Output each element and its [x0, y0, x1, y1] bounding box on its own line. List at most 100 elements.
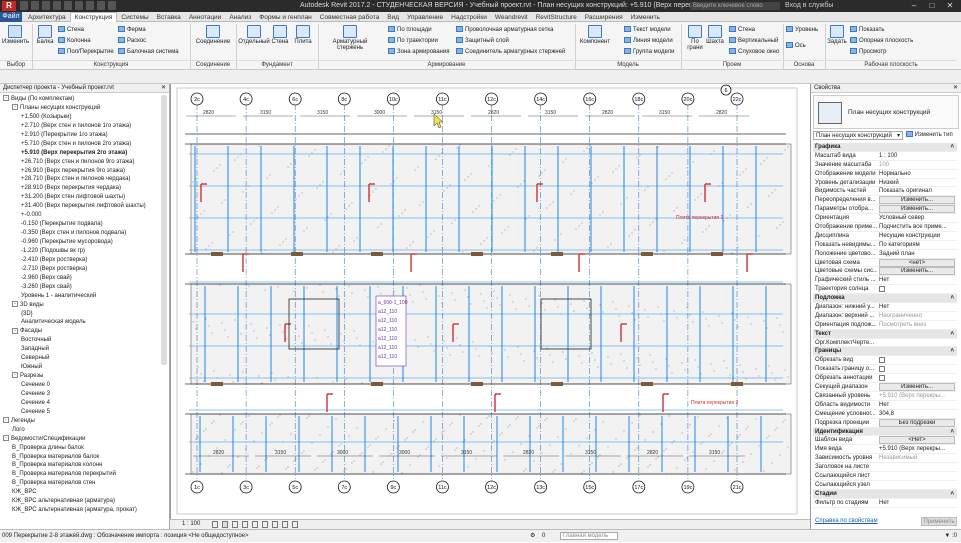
- browser-node[interactable]: - Разрезы: [0, 372, 160, 381]
- model-line-button[interactable]: Линия модели: [624, 37, 673, 46]
- property-value[interactable]: Нет: [879, 499, 890, 506]
- browser-node[interactable]: КЖ_ВРС альтернативная (арматура, прокат): [0, 506, 160, 515]
- show-crop-icon[interactable]: [262, 521, 268, 528]
- browser-node[interactable]: -0.960 (Перекрытие мусоровода): [0, 238, 160, 247]
- drawing-area[interactable]: а_600-1_100 а12_110 а12_110 а12_110 а12_110 а…: [170, 84, 810, 519]
- beam-system-button[interactable]: Балочная система: [118, 48, 179, 57]
- property-edit-button[interactable]: Без подрезки: [879, 418, 955, 427]
- tab-item[interactable]: Конструкция: [69, 12, 118, 22]
- property-value[interactable]: Нет: [879, 304, 890, 311]
- area-reinforcement-button[interactable]: По площади: [388, 26, 432, 35]
- panel-select-label[interactable]: Выбор: [0, 60, 32, 69]
- modify-button[interactable]: Изменить: [2, 25, 29, 45]
- property-value[interactable]: 304,8: [879, 410, 895, 417]
- browser-node[interactable]: - Виды (По комплектам): [0, 95, 160, 104]
- analytical-model-icon[interactable]: [292, 521, 298, 528]
- redo-icon[interactable]: [53, 1, 61, 10]
- property-value[interactable]: Подчистить все приме...: [879, 224, 947, 231]
- worksets-icon[interactable]: ⚙: [530, 533, 536, 539]
- browser-node[interactable]: -2.410 (Верх ростверка): [0, 256, 160, 265]
- collapse-toggle-icon[interactable]: -: [12, 300, 18, 307]
- sign-in-link[interactable]: Вход в службы: [785, 2, 834, 9]
- tab-item[interactable]: Управление: [407, 14, 444, 21]
- collapse-toggle-icon[interactable]: -: [12, 104, 18, 111]
- chevron-up-icon[interactable]: ˄: [950, 490, 954, 497]
- browser-node[interactable]: B_Проверка длины балок: [0, 444, 160, 453]
- property-edit-button[interactable]: <нет>: [879, 258, 955, 267]
- property-value[interactable]: [879, 365, 955, 374]
- path-reinforcement-button[interactable]: По траектории: [388, 37, 438, 46]
- browser-node[interactable]: -1.220 (Подошвы вк гр): [0, 247, 160, 256]
- apply-button[interactable]: Применить: [921, 517, 957, 526]
- panel-connection-label[interactable]: Соединение: [191, 60, 235, 69]
- filter-icon[interactable]: ▼ :0: [944, 533, 957, 539]
- edit-type-button[interactable]: Изменить тип: [906, 131, 958, 140]
- browser-node[interactable]: КЖ_ВРС: [0, 488, 160, 497]
- 3d-view-icon[interactable]: [97, 1, 105, 10]
- chevron-up-icon[interactable]: ˄: [950, 295, 954, 302]
- tab-item[interactable]: Аннотации: [188, 14, 222, 21]
- browser-node[interactable]: -2.960 (Верх свай): [0, 274, 160, 283]
- browser-node[interactable]: -2.710 (Верх ростверка): [0, 265, 160, 274]
- property-checkbox[interactable]: [879, 365, 885, 372]
- property-value[interactable]: Низкий: [879, 179, 899, 186]
- search-input[interactable]: Введите ключевое слово: [690, 2, 780, 10]
- truss-button[interactable]: Ферма: [118, 26, 146, 35]
- property-value[interactable]: [879, 285, 955, 294]
- property-section[interactable]: Текст ˄: [813, 329, 957, 339]
- sun-path-icon[interactable]: [232, 521, 238, 528]
- coupler-button[interactable]: Соединитель арматурных стержней: [456, 48, 565, 57]
- cover-button[interactable]: Защитный слой: [456, 37, 509, 46]
- file-menu-button[interactable]: Файл: [0, 12, 22, 22]
- minimize-icon[interactable]: –: [911, 1, 917, 10]
- browser-node[interactable]: -3D виды: [0, 300, 160, 310]
- view-scale[interactable]: 1 : 100: [182, 521, 201, 527]
- set-workplane-button[interactable]: Задать: [826, 25, 848, 45]
- browser-node[interactable]: B_Проверка материалов стен: [0, 479, 160, 488]
- grid-button[interactable]: Ось: [786, 42, 806, 51]
- panel-reinforcement-label[interactable]: Армирование: [319, 60, 574, 69]
- collapse-toggle-icon[interactable]: -: [12, 327, 18, 334]
- property-edit-button[interactable]: Изменить...: [879, 383, 955, 392]
- property-edit-button[interactable]: Изменить...: [879, 267, 955, 276]
- property-value[interactable]: Нет: [879, 401, 890, 408]
- model-group-button[interactable]: Группа модели: [624, 48, 675, 57]
- wall-opening-button[interactable]: Стена: [729, 26, 755, 35]
- slab-foundation-button[interactable]: Плита: [292, 25, 314, 45]
- browser-node[interactable]: B_Проверка материалов балок: [0, 453, 160, 462]
- chevron-up-icon[interactable]: ˄: [950, 428, 954, 435]
- maximize-icon[interactable]: □: [929, 1, 935, 10]
- properties-help-link[interactable]: Справка по свойствам: [815, 518, 878, 524]
- panel-workplane-label[interactable]: Рабочая плоскость: [826, 60, 956, 69]
- browser-node[interactable]: Северный: [0, 354, 160, 363]
- print-icon[interactable]: [64, 1, 72, 10]
- browser-scrollbar[interactable]: [161, 95, 167, 365]
- column-button[interactable]: Колонна: [58, 37, 91, 46]
- browser-node[interactable]: Аналитическая модель: [0, 318, 160, 327]
- collapse-toggle-icon[interactable]: -: [3, 95, 9, 102]
- connection-button[interactable]: Соединение: [193, 25, 233, 45]
- visual-style-icon[interactable]: [222, 521, 228, 528]
- wall-foundation-button[interactable]: Стена: [270, 25, 290, 45]
- reveal-hidden-icon[interactable]: [282, 521, 288, 528]
- property-value[interactable]: +5.910 (Верх перекры...: [879, 446, 945, 453]
- browser-node[interactable]: Уровень 1 - аналитический: [0, 292, 160, 301]
- browser-node[interactable]: +5.710 (Верх стен и пилонов 2го этажа): [0, 140, 160, 149]
- browser-node[interactable]: +2.710 (Верх стен и пилонов 1го этажа): [0, 122, 160, 131]
- property-value[interactable]: Задний план: [879, 250, 915, 257]
- by-face-button[interactable]: По грани: [684, 25, 706, 51]
- tab-item[interactable]: Расширения: [584, 14, 623, 21]
- browser-node[interactable]: B_Проверка материалов перекрытий: [0, 470, 160, 479]
- browser-node[interactable]: +26.710 (Верх стен и пилонов 9го этажа): [0, 158, 160, 167]
- property-section[interactable]: Идентификация ˄: [813, 427, 957, 437]
- property-value[interactable]: По категориям: [879, 241, 920, 248]
- browser-node[interactable]: Сечение 4: [0, 399, 160, 408]
- property-value[interactable]: Условный север: [879, 215, 925, 222]
- type-selector-dropdown[interactable]: План несущих конструкций ▾: [813, 131, 903, 140]
- temporary-hide-icon[interactable]: [272, 521, 278, 528]
- detail-level-icon[interactable]: [212, 521, 218, 528]
- property-edit-button[interactable]: Изменить...: [879, 205, 955, 214]
- tab-item[interactable]: Совместная работа: [319, 14, 380, 21]
- browser-node[interactable]: +31.200 (Верх стен лифтовой шахты): [0, 193, 160, 202]
- browser-node[interactable]: Сечение 3: [0, 390, 160, 399]
